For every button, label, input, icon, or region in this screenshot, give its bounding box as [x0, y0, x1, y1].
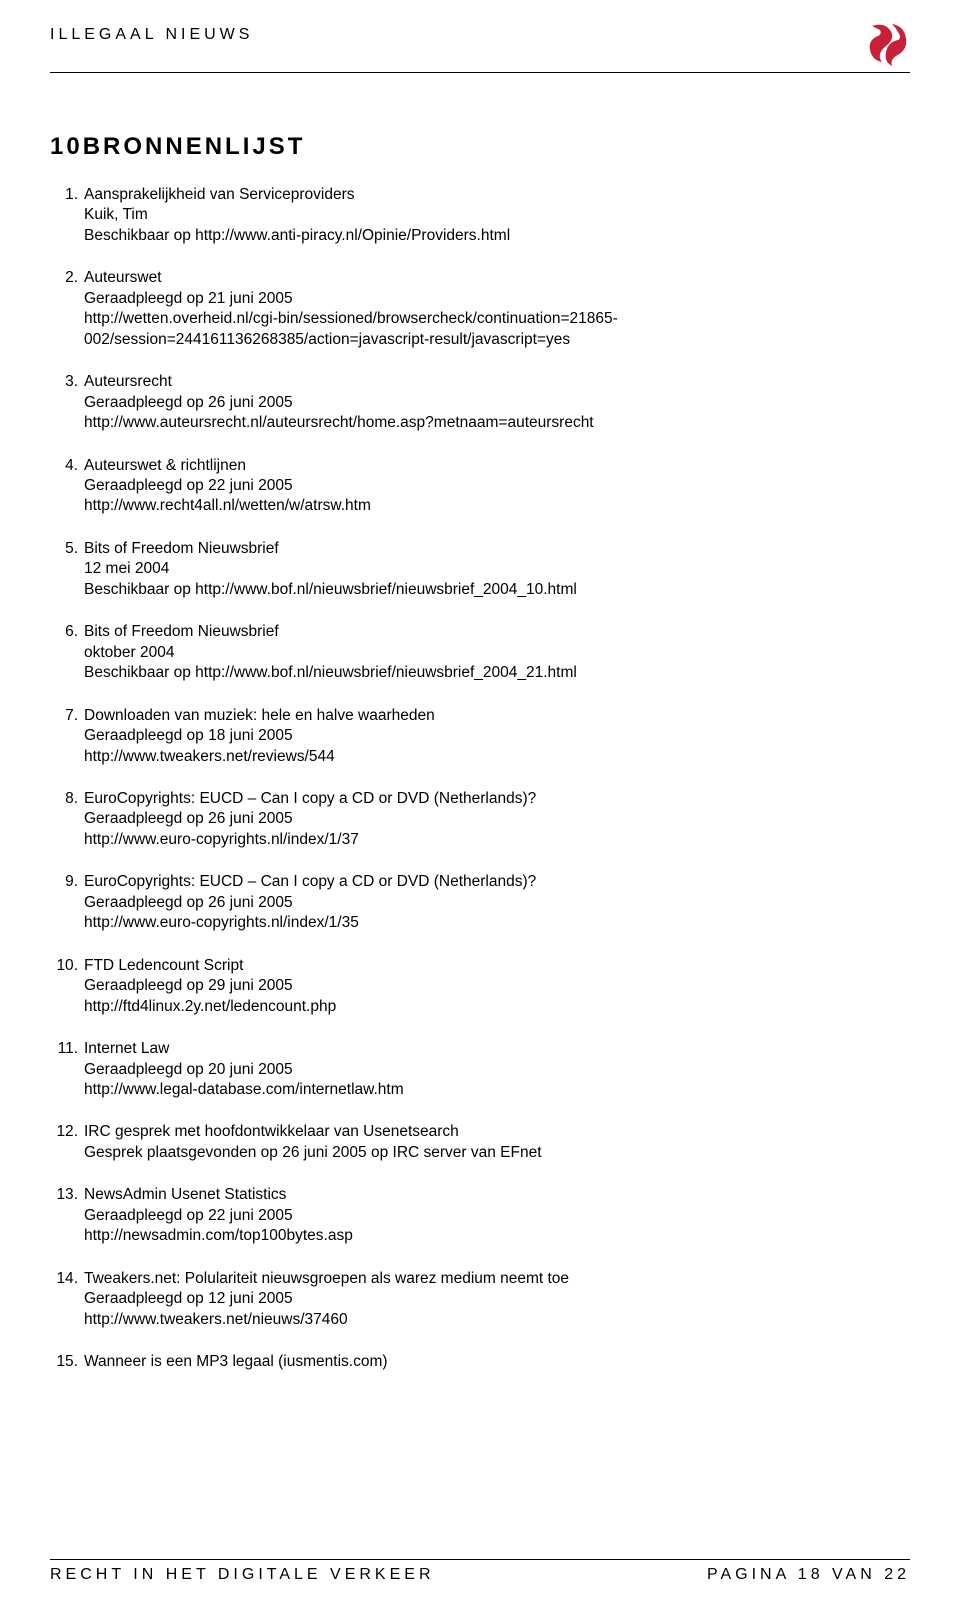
page-header: ILLEGAAL NIEUWS	[50, 24, 910, 73]
reference-title: Bits of Freedom Nieuwsbrief	[84, 622, 910, 642]
reference-line: Beschikbaar op http://www.anti-piracy.nl…	[84, 226, 910, 246]
reference-item: AuteursrechtGeraadpleegd op 26 juni 2005…	[84, 372, 910, 433]
reference-item: Internet LawGeraadpleegd op 20 juni 2005…	[84, 1039, 910, 1100]
reference-title: Bits of Freedom Nieuwsbrief	[84, 539, 910, 559]
reference-item: Aansprakelijkheid van ServiceprovidersKu…	[84, 185, 910, 246]
reference-title: Internet Law	[84, 1039, 910, 1059]
reference-line: Geraadpleegd op 26 juni 2005	[84, 893, 910, 913]
chapter-title: 10BRONNENLIJST	[50, 133, 910, 161]
reference-line: Geraadpleegd op 12 juni 2005	[84, 1289, 910, 1309]
reference-line: Geraadpleegd op 29 juni 2005	[84, 976, 910, 996]
reference-line: http://www.recht4all.nl/wetten/w/atrsw.h…	[84, 496, 910, 516]
reference-item: EuroCopyrights: EUCD – Can I copy a CD o…	[84, 789, 910, 850]
reference-line: Geraadpleegd op 26 juni 2005	[84, 393, 910, 413]
reference-line: Gesprek plaatsgevonden op 26 juni 2005 o…	[84, 1143, 910, 1163]
reference-title: NewsAdmin Usenet Statistics	[84, 1185, 910, 1205]
reference-title: FTD Ledencount Script	[84, 956, 910, 976]
reference-title: EuroCopyrights: EUCD – Can I copy a CD o…	[84, 789, 910, 809]
reference-item: EuroCopyrights: EUCD – Can I copy a CD o…	[84, 872, 910, 933]
reference-line: Geraadpleegd op 21 juni 2005	[84, 289, 910, 309]
reference-title: Auteursrecht	[84, 372, 910, 392]
reference-item: NewsAdmin Usenet StatisticsGeraadpleegd …	[84, 1185, 910, 1246]
reference-line: Beschikbaar op http://www.bof.nl/nieuwsb…	[84, 663, 910, 683]
reference-title: IRC gesprek met hoofdontwikkelaar van Us…	[84, 1122, 910, 1142]
footer-left: RECHT IN HET DIGITALE VERKEER	[50, 1566, 435, 1584]
reference-line: http://www.auteursrecht.nl/auteursrecht/…	[84, 413, 910, 433]
reference-title: Tweakers.net: Polulariteit nieuwsgroepen…	[84, 1269, 910, 1289]
reference-title: Downloaden van muziek: hele en halve waa…	[84, 706, 910, 726]
reference-line: http://newsadmin.com/top100bytes.asp	[84, 1226, 910, 1246]
reference-line: Geraadpleegd op 22 juni 2005	[84, 1206, 910, 1226]
reference-line: oktober 2004	[84, 643, 910, 663]
reference-line: Geraadpleegd op 22 juni 2005	[84, 476, 910, 496]
reference-line: 12 mei 2004	[84, 559, 910, 579]
reference-item: Downloaden van muziek: hele en halve waa…	[84, 706, 910, 767]
reference-title: Auteurswet & richtlijnen	[84, 456, 910, 476]
reference-title: Aansprakelijkheid van Serviceproviders	[84, 185, 910, 205]
reference-line: http://www.euro-copyrights.nl/index/1/35	[84, 913, 910, 933]
reference-line: Beschikbaar op http://www.bof.nl/nieuwsb…	[84, 580, 910, 600]
reference-item: Tweakers.net: Polulariteit nieuwsgroepen…	[84, 1269, 910, 1330]
reference-line: http://www.tweakers.net/nieuws/37460	[84, 1310, 910, 1330]
reference-item: Bits of Freedom Nieuwsbrief12 mei 2004Be…	[84, 539, 910, 600]
reference-item: Wanneer is een MP3 legaal (iusmentis.com…	[84, 1352, 910, 1372]
reference-line: http://wetten.overheid.nl/cgi-bin/sessio…	[84, 309, 910, 350]
reference-item: Auteurswet & richtlijnenGeraadpleegd op …	[84, 456, 910, 517]
reference-line: http://www.tweakers.net/reviews/544	[84, 747, 910, 767]
reference-line: http://ftd4linux.2y.net/ledencount.php	[84, 997, 910, 1017]
reference-title: Auteurswet	[84, 268, 910, 288]
page-footer: RECHT IN HET DIGITALE VERKEER PAGINA 18 …	[50, 1559, 910, 1584]
reference-line: http://www.euro-copyrights.nl/index/1/37	[84, 830, 910, 850]
reference-line: http://www.legal-database.com/internetla…	[84, 1080, 910, 1100]
reference-title: EuroCopyrights: EUCD – Can I copy a CD o…	[84, 872, 910, 892]
brand-logo-icon	[862, 20, 910, 68]
reference-title: Wanneer is een MP3 legaal (iusmentis.com…	[84, 1352, 910, 1372]
reference-line: Geraadpleegd op 18 juni 2005	[84, 726, 910, 746]
reference-item: IRC gesprek met hoofdontwikkelaar van Us…	[84, 1122, 910, 1163]
references-list: Aansprakelijkheid van ServiceprovidersKu…	[50, 185, 910, 1372]
reference-line: Kuik, Tim	[84, 205, 910, 225]
reference-line: Geraadpleegd op 20 juni 2005	[84, 1060, 910, 1080]
footer-right: PAGINA 18 VAN 22	[707, 1566, 910, 1584]
header-title: ILLEGAAL NIEUWS	[50, 24, 253, 44]
reference-item: Bits of Freedom Nieuwsbriefoktober 2004B…	[84, 622, 910, 683]
reference-item: AuteurswetGeraadpleegd op 21 juni 2005ht…	[84, 268, 910, 350]
reference-line: Geraadpleegd op 26 juni 2005	[84, 809, 910, 829]
reference-item: FTD Ledencount ScriptGeraadpleegd op 29 …	[84, 956, 910, 1017]
